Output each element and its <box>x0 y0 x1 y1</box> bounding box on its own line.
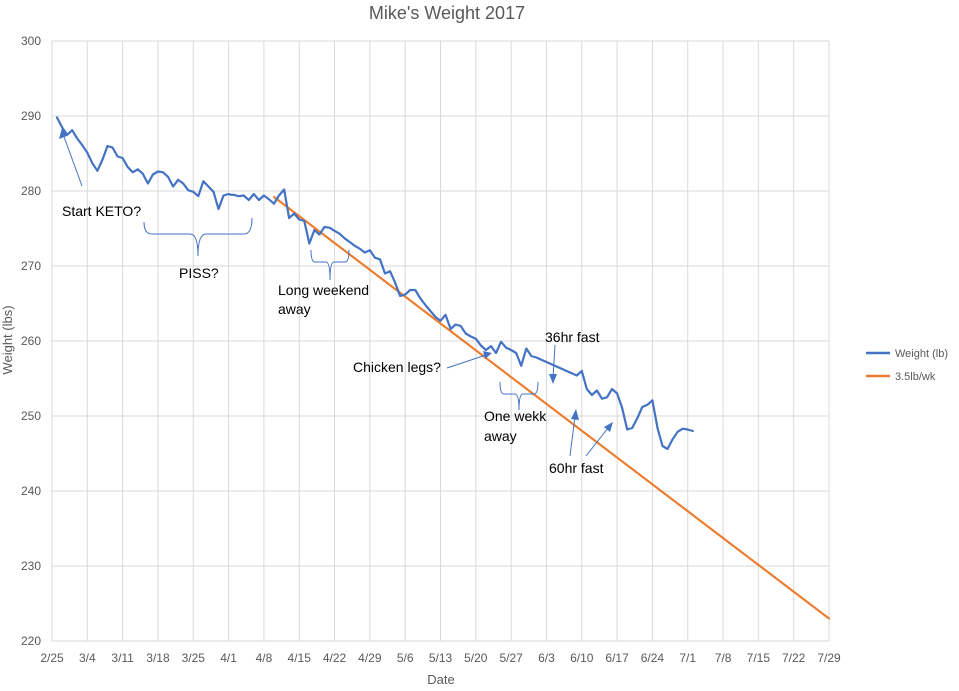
y-tick-label: 220 <box>21 634 41 648</box>
60hr-arrow-line-b <box>585 427 609 457</box>
x-tick-label: 4/8 <box>256 651 273 665</box>
long-weekend-label-line2: away <box>278 301 311 317</box>
x-axis-ticks: 2/25 3/4 3/11 3/18 3/25 4/1 4/8 4/15 4/22 4/29 5/6… <box>40 651 841 665</box>
legend: Weight (lb) 3.5lb/wk <box>866 348 948 383</box>
x-tick-label: 7/29 <box>817 651 841 665</box>
x-tick-label: 6/3 <box>538 651 555 665</box>
y-tick-label: 240 <box>21 484 41 498</box>
y-tick-label: 290 <box>21 109 41 123</box>
annotation-chicken-legs: Chicken legs? <box>353 351 492 375</box>
x-tick-label: 4/22 <box>323 651 347 665</box>
x-tick-label: 3/4 <box>79 651 96 665</box>
x-tick-label: 6/24 <box>641 651 665 665</box>
start-keto-label: Start KETO? <box>62 203 141 219</box>
piss-label: PISS? <box>179 265 219 281</box>
x-tick-label: 3/18 <box>146 651 170 665</box>
x-axis-title: Date <box>427 672 454 687</box>
one-week-label-line1: One wekk <box>484 408 547 424</box>
series-line-weight <box>55 116 694 451</box>
one-week-brace <box>499 381 539 411</box>
60hr-label: 60hr fast <box>549 460 604 476</box>
x-tick-label: 6/17 <box>605 651 629 665</box>
x-tick-label: 7/22 <box>782 651 806 665</box>
x-tick-label: 6/10 <box>570 651 594 665</box>
x-tick-label: 3/11 <box>111 651 134 665</box>
x-tick-label: 3/25 <box>182 651 206 665</box>
x-tick-label: 5/20 <box>464 651 488 665</box>
y-tick-label: 260 <box>21 334 41 348</box>
36hr-arrow-line <box>552 344 556 379</box>
y-tick-label: 280 <box>21 184 41 198</box>
chart-title: Mike's Weight 2017 <box>369 3 525 23</box>
long-weekend-label-line1: Long weekend <box>278 282 369 298</box>
x-tick-label: 4/1 <box>220 651 237 665</box>
annotation-one-week: One wekk away <box>484 381 547 444</box>
y-tick-label: 230 <box>21 559 41 573</box>
series-line-trend <box>272 195 831 620</box>
60hr-arrow-head-a <box>571 409 579 420</box>
60hr-arrow-head-b <box>604 422 613 432</box>
y-tick-label: 270 <box>21 259 41 273</box>
y-axis-ticks: 220 230 240 250 260 270 280 290 300 <box>21 34 41 648</box>
grid-lines <box>51 40 830 642</box>
legend-label-weight: Weight (lb) <box>895 348 948 360</box>
one-week-label-line2: away <box>484 428 517 444</box>
x-tick-label: 5/6 <box>397 651 414 665</box>
annotation-long-weekend: Long weekend away <box>278 249 369 317</box>
x-tick-label: 7/15 <box>747 651 771 665</box>
annotation-start-keto: Start KETO? <box>59 128 141 219</box>
legend-item-weight: Weight (lb) <box>866 348 948 360</box>
x-tick-label: 4/15 <box>288 651 312 665</box>
annotation-piss: PISS? <box>143 217 253 281</box>
annotation-36hr-fast: 36hr fast <box>545 329 600 384</box>
legend-label-trend: 3.5lb/wk <box>895 371 936 383</box>
x-tick-label: 4/29 <box>358 651 382 665</box>
chicken-legs-arrow-head <box>483 351 492 359</box>
36hr-arrow-head <box>549 374 557 384</box>
x-tick-label: 2/25 <box>40 651 64 665</box>
piss-brace <box>143 217 253 257</box>
x-tick-label: 5/13 <box>429 651 453 665</box>
x-tick-label: 7/8 <box>715 651 732 665</box>
chicken-legs-arrow-line <box>446 354 487 369</box>
annotation-60hr-fast: 60hr fast <box>549 409 613 476</box>
x-tick-label: 5/27 <box>499 651 523 665</box>
60hr-arrow-line-a <box>569 415 576 457</box>
36hr-label: 36hr fast <box>545 329 600 345</box>
y-axis-title: Weight (lbs) <box>0 305 15 374</box>
start-keto-arrow-head <box>59 128 67 139</box>
annotations: Start KETO? PISS? Long weekend away Chic… <box>59 128 613 476</box>
chicken-legs-label: Chicken legs? <box>353 359 441 375</box>
y-tick-label: 250 <box>21 409 41 423</box>
x-tick-label: 7/1 <box>679 651 696 665</box>
long-weekend-brace <box>310 249 350 281</box>
y-tick-label: 300 <box>21 34 41 48</box>
legend-item-trend: 3.5lb/wk <box>866 371 936 383</box>
series-layer <box>55 116 831 620</box>
start-keto-arrow-line <box>62 133 83 187</box>
